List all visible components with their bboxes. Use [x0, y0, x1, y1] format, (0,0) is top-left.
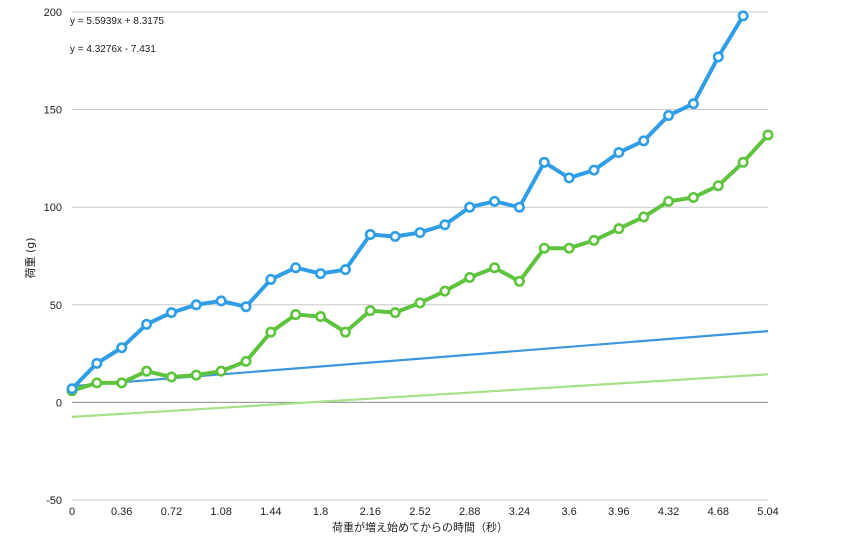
data-point-series-2 — [91, 377, 103, 389]
data-point-series-1 — [190, 299, 202, 311]
y-tick-label: 150 — [44, 105, 62, 117]
data-point-series-2 — [737, 156, 749, 168]
x-tick-label: 3.96 — [608, 506, 629, 518]
data-point-series-1 — [364, 229, 376, 241]
data-point-series-2 — [687, 191, 699, 203]
data-point-series-1 — [638, 135, 650, 147]
series-line-1 — [70, 13, 746, 391]
trendlines — [71, 330, 769, 419]
data-point-series-2 — [563, 242, 575, 254]
x-tick-label: 0.36 — [111, 506, 132, 518]
data-point-series-1 — [439, 219, 451, 231]
data-point-series-2 — [638, 211, 650, 223]
data-point-series-2 — [762, 129, 774, 141]
data-point-series-1 — [687, 98, 699, 110]
gridlines — [72, 11, 768, 501]
data-point-series-1 — [513, 201, 525, 213]
y-tick-label: -50 — [46, 495, 62, 507]
data-point-series-2 — [190, 369, 202, 381]
series-line-2 — [70, 132, 770, 393]
x-tick-label: 3.6 — [561, 506, 576, 518]
data-point-series-1 — [66, 383, 78, 395]
x-tick-label: 4.68 — [708, 506, 729, 518]
data-point-series-2 — [215, 365, 227, 377]
data-point-series-1 — [141, 318, 153, 330]
data-point-series-1 — [464, 201, 476, 213]
data-point-series-1 — [389, 230, 401, 242]
data-point-series-1 — [339, 264, 351, 276]
data-point-series-2 — [389, 307, 401, 319]
data-point-series-2 — [538, 242, 550, 254]
data-point-series-2 — [364, 305, 376, 317]
data-point-series-2 — [315, 311, 327, 323]
trendline-2 — [71, 373, 769, 419]
data-point-series-1 — [538, 156, 550, 168]
y-axis-label: 荷重 (g) — [23, 237, 37, 278]
x-tick-label: 4.32 — [658, 506, 679, 518]
y-tick-label: 200 — [44, 7, 62, 19]
x-axis-label: 荷重が増え始めてからの時間（秒） — [332, 520, 508, 534]
x-tick-label: 2.16 — [360, 506, 381, 518]
data-point-series-2 — [265, 326, 277, 338]
data-point-series-2 — [464, 271, 476, 283]
x-tick-label: 2.52 — [409, 506, 430, 518]
data-point-series-2 — [613, 223, 625, 235]
x-tick-label: 1.08 — [210, 506, 231, 518]
x-tick-label: 2.88 — [459, 506, 480, 518]
data-point-series-1 — [315, 268, 327, 280]
data-point-series-2 — [513, 275, 525, 287]
x-tick-label: 1.44 — [260, 506, 281, 518]
data-point-series-1 — [215, 295, 227, 307]
x-tick-label: 5.04 — [757, 506, 778, 518]
data-point-series-2 — [663, 195, 675, 207]
data-point-series-2 — [414, 297, 426, 309]
data-point-series-1 — [240, 301, 252, 313]
data-point-series-2 — [712, 180, 724, 192]
data-point-series-1 — [489, 195, 501, 207]
data-point-series-2 — [489, 262, 501, 274]
x-tick-labels: 0 0.36 0.72 1.08 1.44 1.8 2.16 2.52 2.88 3.24 3.6 3… — [69, 506, 779, 518]
data-point-series-1 — [91, 357, 103, 369]
data-point-series-2 — [339, 326, 351, 338]
trendline-equation-1: y = 5.5939x + 8.3175 — [70, 16, 164, 27]
data-point-series-2 — [290, 309, 302, 321]
data-point-series-1 — [563, 172, 575, 184]
data-point-series-1 — [712, 51, 724, 63]
y-tick-label: 50 — [50, 300, 62, 312]
data-points — [66, 10, 774, 397]
data-point-series-1 — [116, 342, 128, 354]
data-point-series-1 — [414, 227, 426, 239]
y-tick-label: 0 — [56, 397, 62, 409]
data-point-series-1 — [165, 307, 177, 319]
data-point-series-1 — [265, 273, 277, 285]
data-point-series-1 — [613, 147, 625, 159]
data-point-series-1 — [588, 164, 600, 176]
data-point-series-2 — [588, 234, 600, 246]
y-tick-label: 100 — [44, 202, 62, 214]
trendline-equation-2: y = 4.3276x - 7.431 — [70, 44, 156, 55]
data-point-series-2 — [439, 285, 451, 297]
y-tick-labels: 200 150 100 50 0 -50 — [44, 7, 62, 507]
x-tick-label: 3.24 — [509, 506, 530, 518]
x-tick-label: 1.8 — [313, 506, 328, 518]
data-point-series-2 — [240, 355, 252, 367]
data-point-series-1 — [290, 262, 302, 274]
data-point-series-2 — [116, 377, 128, 389]
x-tick-label: 0.72 — [161, 506, 182, 518]
data-point-series-2 — [141, 365, 153, 377]
x-tick-label: 0 — [69, 506, 75, 518]
data-point-series-2 — [165, 371, 177, 383]
data-point-series-1 — [663, 109, 675, 121]
data-point-series-1 — [737, 10, 749, 22]
